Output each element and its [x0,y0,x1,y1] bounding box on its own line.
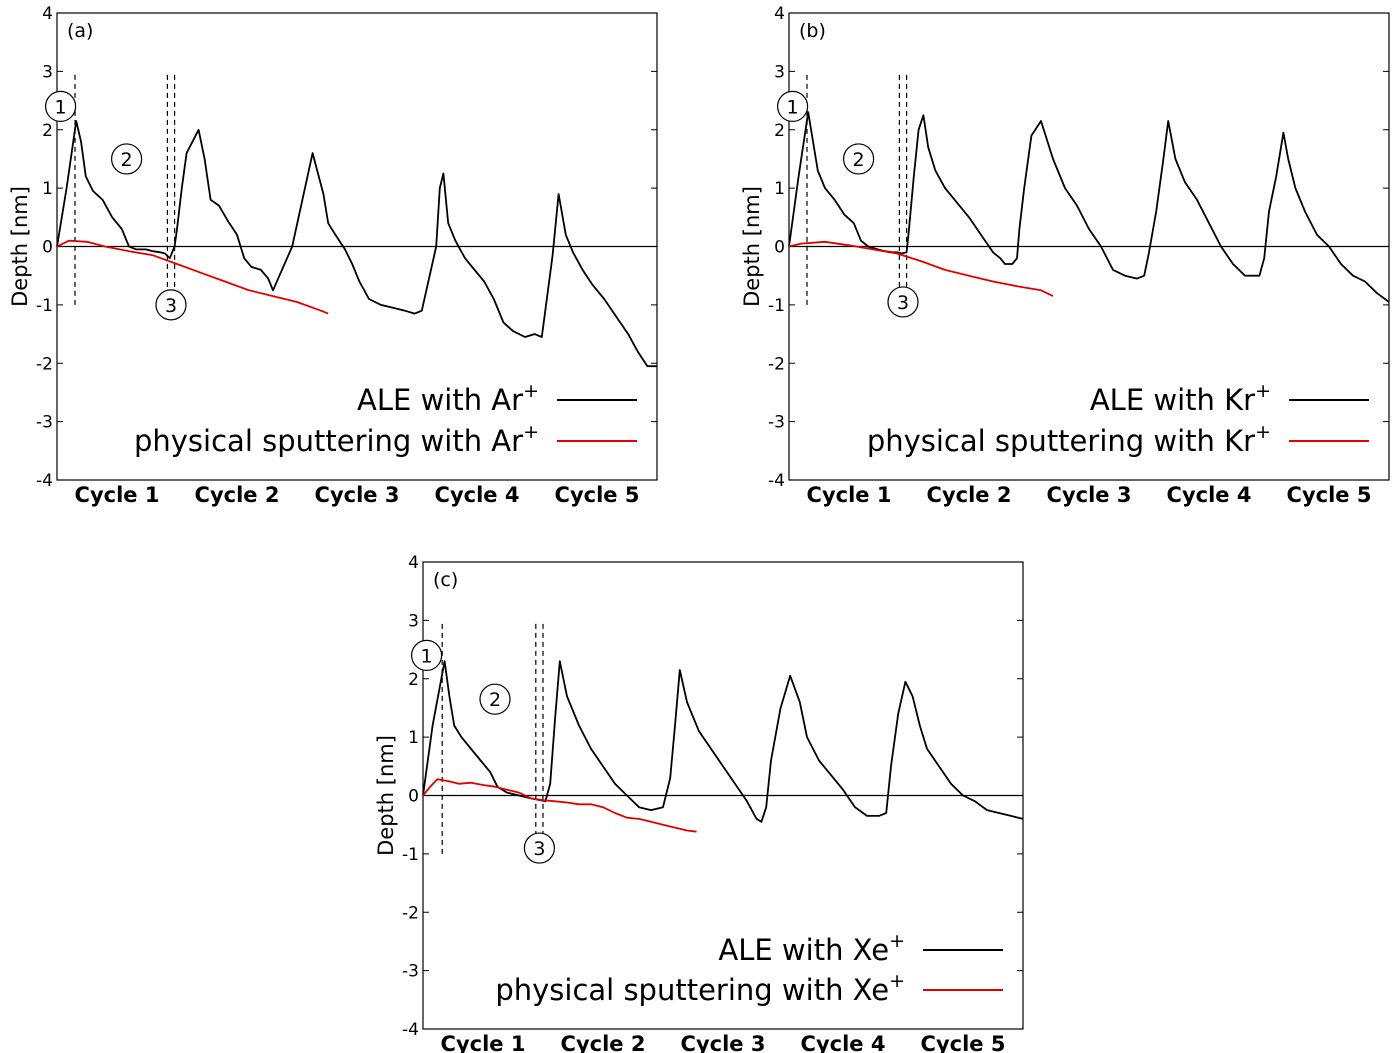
step-marker-circle [479,683,511,715]
y-tick-label: 3 [774,62,785,82]
step-marker-circle [887,286,919,318]
cycle-label: Cycle 1 [441,1032,526,1053]
legend-sputtering-text: physical sputtering with Ar+ [134,421,539,458]
cycle-label: Cycle 4 [801,1032,886,1053]
y-tick-label: 0 [42,238,53,258]
y-tick-label: 2 [774,121,785,141]
legend-ale-text: ALE with Kr+ [1090,380,1271,417]
y-tick-label: 0 [408,787,419,807]
legend-sputtering-label: physical sputtering with Ar [134,424,523,458]
step-marker-circle [523,832,556,864]
step-marker-circle [842,143,875,175]
step-marker-circle [776,90,809,123]
legend-sputtering-label: physical sputtering with Kr [867,424,1255,458]
step-marker-label: 3 [165,295,177,317]
y-tick-label: -4 [402,1020,419,1040]
y-tick-label: 2 [408,670,419,690]
y-tick-label: -2 [402,903,419,923]
legend-sputtering-superscript: + [889,970,905,992]
ale-series-line [422,660,1024,823]
cycle-label: Cycle 5 [555,483,640,507]
y-tick-label: 2 [42,121,53,141]
cycle-label: Cycle 2 [561,1032,646,1053]
sputtering-series-line [56,239,329,315]
cycle-label: Cycle 4 [1167,483,1252,507]
cycle-label: Cycle 2 [927,483,1012,507]
legend-sputtering-label: physical sputtering with Xe [495,973,889,1007]
legend-ale-text: ALE with Xe+ [718,930,905,967]
y-tick-label: 4 [408,553,419,573]
y-tick-label: 3 [42,62,53,82]
step-marker-label: 2 [489,689,501,711]
y-tick-label: 0 [774,238,785,258]
ale-series-line [788,111,1390,303]
y-tick-label: -4 [768,471,785,491]
y-tick-label: 1 [42,179,53,199]
y-tick-label: -2 [768,354,785,374]
step-marker-label: 3 [533,838,545,860]
legend-ale-superscript: + [523,380,539,402]
cycle-label: Cycle 1 [807,483,892,507]
step-marker-circle [44,90,77,123]
y-tick-label: -4 [36,471,53,491]
y-tick-label: -2 [36,354,53,374]
cycle-label: Cycle 5 [1287,483,1372,507]
cycle-label: Cycle 3 [681,1032,766,1053]
panel-label: (a) [67,20,93,42]
y-tick-label: -1 [768,296,785,316]
y-tick-label: -1 [36,296,53,316]
step-marker-label: 1 [421,645,433,667]
legend-sputtering-superscript: + [1255,421,1271,443]
step-marker-circle [411,639,443,672]
legend-ale-superscript: + [889,930,905,952]
step-marker-label: 3 [897,292,909,314]
legend-ale-label: ALE with Kr [1090,383,1255,417]
cycle-label: Cycle 4 [435,483,520,507]
cycle-label: Cycle 3 [1047,483,1132,507]
cycle-label: Cycle 5 [921,1032,1006,1053]
legend-sputtering-superscript: + [523,421,539,443]
cycle-label: Cycle 3 [315,483,400,507]
cycle-label: Cycle 2 [195,483,280,507]
step-marker-circle [110,143,143,175]
step-marker-label: 2 [121,149,133,171]
sputtering-series-line [788,240,1054,297]
y-axis-label: Depth [nm] [8,186,32,307]
legend-ale-superscript: + [1255,380,1271,402]
legend-ale-label: ALE with Xe [718,933,889,967]
legend-ale-label: ALE with Ar [357,383,523,417]
panel-label: (b) [799,20,826,42]
y-tick-label: 4 [42,4,53,24]
y-tick-label: -3 [402,962,419,982]
sputtering-series-line [422,778,697,833]
ale-series-line [56,120,657,368]
panel-label: (c) [433,569,458,591]
y-axis-label: Depth [nm] [374,735,398,856]
y-tick-label: -3 [768,413,785,433]
legend-sputtering-text: physical sputtering with Xe+ [495,970,905,1007]
y-tick-label: 1 [408,728,419,748]
step-marker-label: 1 [787,96,799,118]
step-marker-label: 1 [55,96,67,118]
step-marker-circle [155,289,187,321]
y-axis-label: Depth [nm] [740,186,764,307]
legend-sputtering-text: physical sputtering with Kr+ [867,421,1271,458]
y-tick-label: -3 [36,413,53,433]
y-tick-label: -1 [402,845,419,865]
y-tick-label: 3 [408,611,419,631]
legend-ale-text: ALE with Ar+ [357,380,539,417]
cycle-label: Cycle 1 [75,483,160,507]
y-tick-label: 1 [774,179,785,199]
y-tick-label: 4 [774,4,785,24]
step-marker-label: 2 [853,149,865,171]
